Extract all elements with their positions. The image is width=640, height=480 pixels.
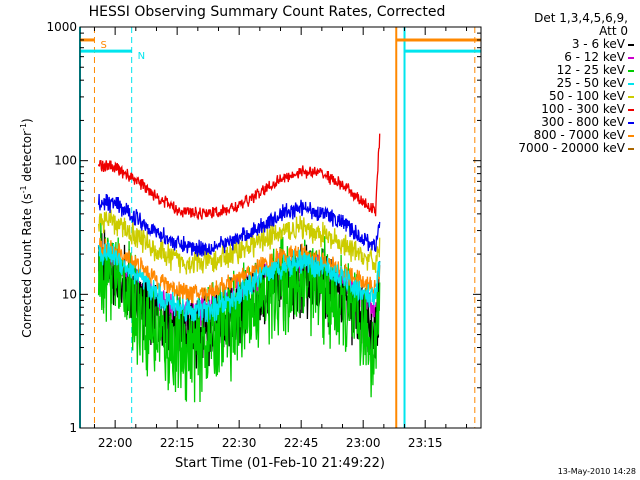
legend-header-detectors: Det 1,3,4,5,6,9, [534,11,628,25]
y-tick-label: 1000 [46,20,77,34]
x-tick-label: 22:30 [222,436,257,450]
legend-label: 6 - 12 keV [564,50,625,64]
flag-label-s: S [100,40,106,51]
legend-item: 300 - 800 keV [484,116,634,129]
legend-item: 100 - 300 keV [484,103,634,116]
legend-swatch [628,82,634,85]
legend-swatch [628,134,634,137]
legend-swatch [628,108,634,111]
x-axis-label: Start Time (01-Feb-10 21:49:22) [175,456,385,471]
x-tick-label: 22:00 [98,436,133,450]
legend-item: 3 - 6 keV [484,38,634,51]
y-tick-label: 100 [54,154,77,168]
legend-entries: 3 - 6 keV 6 - 12 keV 12 - 25 keV 25 - 50 ke… [484,38,634,155]
footer-timestamp: 13-May-2010 14:28 [557,467,636,476]
plot-frame [79,26,482,429]
legend-item: 6 - 12 keV [484,51,634,64]
legend-header-attenuator: Att 0 [599,24,628,38]
legend-label: 12 - 25 keV [556,63,625,77]
legend-item: 50 - 100 keV [484,90,634,103]
series-line-100-300-kev [97,133,381,220]
legend-label: 800 - 7000 keV [533,128,625,142]
series-line-800-7000-kev [97,237,381,304]
series-line-25-50-kev [97,241,381,323]
y-axis: 1 10 100 1000 [46,20,481,435]
x-tick-label: 23:00 [346,436,381,450]
x-tick-label: 23:15 [408,436,443,450]
y-axis-label: Corrected Count Rate (s-1 detector-1) [19,118,34,337]
series-line-300-800-kev [97,193,381,257]
legend-item: 800 - 7000 keV [484,129,634,142]
legend-label: 100 - 300 keV [541,102,625,116]
legend-swatch [628,95,634,98]
legend-label: 300 - 800 keV [541,115,625,129]
flag-label-n: N [138,51,145,62]
x-tick-label: 22:45 [284,436,319,450]
y-tick-label: 10 [62,287,77,301]
legend-swatch [628,43,634,46]
legend-item: 25 - 50 keV [484,77,634,90]
legend-swatch [628,69,634,72]
x-axis: 22:00 22:15 22:30 22:45 23:00 23:15 [93,27,468,450]
legend-swatch [628,121,634,124]
legend-label: 50 - 100 keV [548,89,625,103]
y-tick-label: 1 [69,421,77,435]
legend-swatch [628,147,634,150]
chart-title: HESSI Observing Summary Count Rates, Cor… [89,4,446,20]
plot-area: SN [79,27,481,428]
legend-label: 7000 - 20000 keV [518,141,625,155]
legend-label: 25 - 50 keV [556,76,625,90]
x-tick-label: 22:15 [160,436,195,450]
legend-item: 12 - 25 keV [484,64,634,77]
legend: Det 1,3,4,5,6,9, Att 0 3 - 6 keV 6 - 12 k… [484,12,634,155]
legend-swatch [628,56,634,59]
legend-item: 7000 - 20000 keV [484,142,634,155]
legend-label: 3 - 6 keV [571,37,625,51]
